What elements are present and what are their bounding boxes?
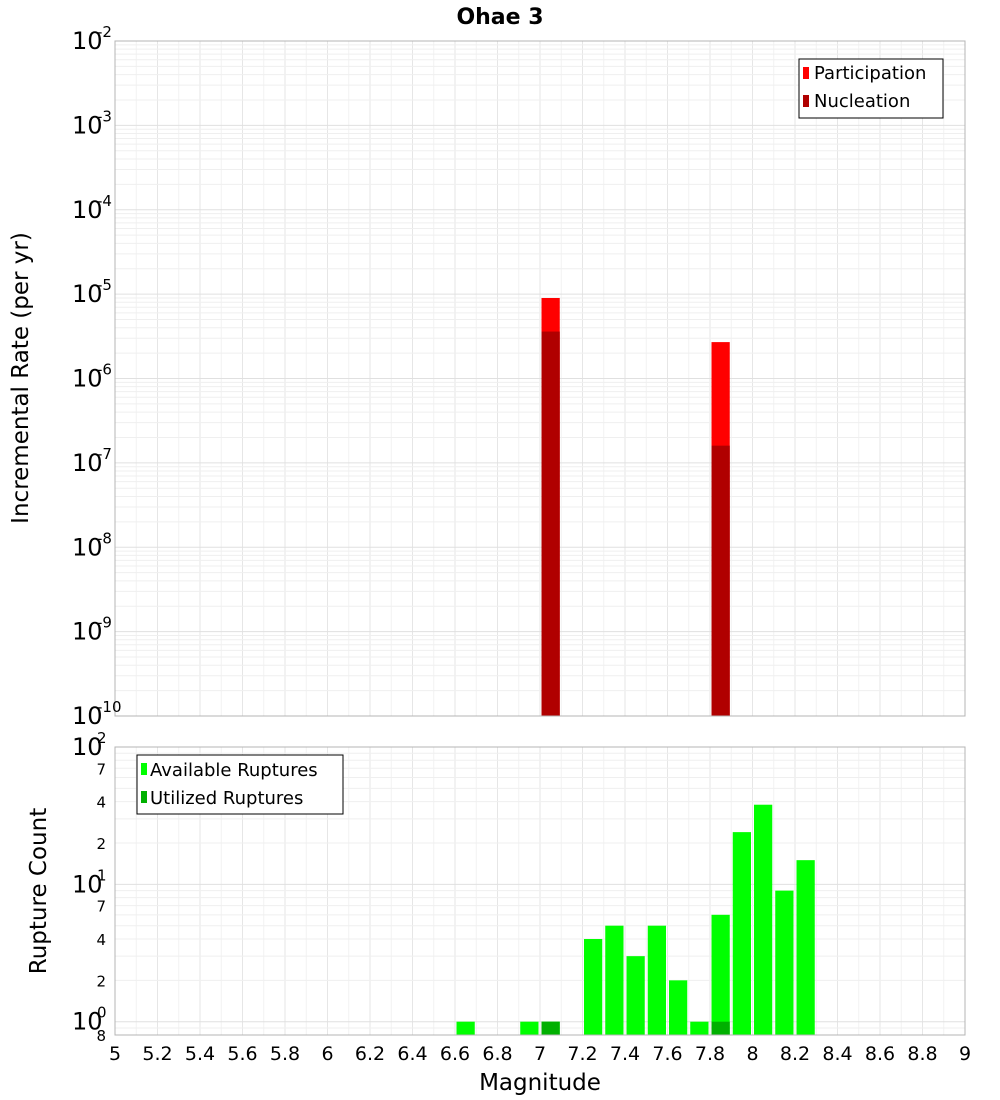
nucleation-bar bbox=[541, 331, 560, 716]
available-bar bbox=[796, 860, 815, 1035]
x-tick-label: 7.2 bbox=[567, 1043, 597, 1065]
x-tick-label: 8 bbox=[746, 1043, 758, 1065]
count-y-tick-label: 10 bbox=[72, 733, 103, 761]
count-y-tick-exponent: 2 bbox=[97, 729, 107, 747]
rate-y-tick-label: 10 bbox=[72, 618, 103, 646]
count-x-ticks: 5 5.2 5.4 5.6 5.8 6 6.2 6.4 6.6 6.8 7 7.2 7.4 7.6 7.8 8… bbox=[109, 1043, 971, 1065]
available-bar bbox=[584, 939, 603, 1035]
count-y-minor-label: 2 bbox=[96, 835, 106, 853]
rate-chart: 10-210-310-410-510-610-710-810-910-10 In… bbox=[8, 23, 966, 730]
chart-title: Ohae 3 bbox=[456, 5, 543, 30]
count-y-minor-label: 4 bbox=[96, 931, 106, 949]
rate-y-ticks: 10-210-310-410-510-610-710-810-910-10 bbox=[72, 23, 122, 730]
x-tick-label: 5 bbox=[109, 1043, 121, 1065]
count-y-minor-label: 4 bbox=[96, 794, 106, 812]
x-tick-label: 8.4 bbox=[822, 1043, 852, 1065]
count-legend-box bbox=[136, 754, 344, 815]
rate-y-tick-exponent: -10 bbox=[97, 698, 122, 716]
rate-y-tick-exponent: -9 bbox=[97, 614, 112, 632]
rate-y-tick-exponent: -7 bbox=[97, 445, 112, 463]
available-bar bbox=[520, 1021, 539, 1035]
x-tick-label: 7.4 bbox=[610, 1043, 640, 1065]
legend-participation-label: Participation bbox=[814, 63, 926, 84]
rate-y-tick-label: 10 bbox=[72, 196, 103, 224]
rate-plot-border bbox=[114, 40, 966, 717]
x-tick-label: 5.6 bbox=[227, 1043, 257, 1065]
available-bar bbox=[732, 832, 751, 1035]
available-bar bbox=[690, 1021, 709, 1035]
count-plot-border bbox=[114, 746, 966, 1036]
available-bar bbox=[775, 890, 794, 1035]
rate-y-tick-label: 10 bbox=[72, 449, 103, 477]
rate-y-tick-exponent: -5 bbox=[97, 276, 112, 294]
count-y-minor-label: 7 bbox=[96, 760, 106, 778]
available-bar bbox=[605, 925, 624, 1035]
legend-utilized-swatch bbox=[141, 791, 147, 803]
x-tick-label: 6.4 bbox=[397, 1043, 427, 1065]
count-y-minor-label: 2 bbox=[96, 972, 106, 990]
x-tick-label: 5.8 bbox=[270, 1043, 300, 1065]
x-tick-label: 7.8 bbox=[695, 1043, 725, 1065]
rate-y-tick-exponent: -3 bbox=[97, 107, 112, 125]
available-bar bbox=[647, 925, 666, 1035]
rate-y-tick-exponent: -2 bbox=[97, 23, 112, 41]
available-bar bbox=[754, 804, 773, 1035]
count-y-tick-label: 10 bbox=[72, 870, 103, 898]
count-y-minor-label: 7 bbox=[96, 898, 106, 916]
x-tick-label: 7 bbox=[534, 1043, 546, 1065]
rate-grid bbox=[114, 40, 966, 717]
rate-legend-box bbox=[798, 58, 944, 119]
count-y-minor-label: 8 bbox=[96, 1027, 106, 1045]
rate-y-tick-label: 10 bbox=[72, 365, 103, 393]
rate-y-tick-exponent: -4 bbox=[97, 192, 112, 210]
rate-bars bbox=[541, 297, 730, 716]
x-tick-label: 5.4 bbox=[185, 1043, 215, 1065]
rate-y-tick-label: 10 bbox=[72, 702, 103, 730]
x-tick-label: 8.6 bbox=[865, 1043, 895, 1065]
count-y-tick-exponent: 0 bbox=[97, 1004, 107, 1022]
x-tick-label: 6.8 bbox=[482, 1043, 512, 1065]
legend-available-label: Available Ruptures bbox=[150, 760, 318, 781]
count-y-axis-label: Rupture Count bbox=[26, 808, 52, 974]
available-bar bbox=[626, 956, 645, 1035]
x-tick-label: 8.2 bbox=[780, 1043, 810, 1065]
x-tick-label: 7.6 bbox=[652, 1043, 682, 1065]
legend-nucleation-swatch bbox=[803, 95, 809, 107]
rate-y-tick-label: 10 bbox=[72, 280, 103, 308]
utilized-bar bbox=[711, 1021, 730, 1035]
x-tick-label: 9 bbox=[959, 1043, 971, 1065]
rate-y-tick-exponent: -6 bbox=[97, 361, 112, 379]
count-legend: Available Ruptures Utilized Ruptures bbox=[136, 754, 344, 815]
x-tick-label: 5.2 bbox=[142, 1043, 172, 1065]
x-tick-label: 6.6 bbox=[440, 1043, 470, 1065]
available-bar bbox=[711, 914, 730, 1035]
count-y-tick-label: 10 bbox=[72, 1008, 103, 1036]
rate-y-tick-label: 10 bbox=[72, 111, 103, 139]
count-bars bbox=[456, 804, 815, 1035]
legend-participation-swatch bbox=[803, 67, 809, 79]
legend-available-swatch bbox=[141, 763, 147, 775]
legend-nucleation-label: Nucleation bbox=[814, 91, 910, 112]
x-tick-label: 6 bbox=[321, 1043, 333, 1065]
rate-y-tick-exponent: -8 bbox=[97, 529, 112, 547]
count-y-tick-exponent: 1 bbox=[97, 866, 107, 884]
available-bar bbox=[456, 1021, 475, 1035]
x-tick-label: 6.2 bbox=[355, 1043, 385, 1065]
nucleation-bar bbox=[711, 445, 730, 716]
available-bar bbox=[669, 980, 688, 1035]
rate-y-axis-label: Incremental Rate (per yr) bbox=[8, 232, 34, 524]
utilized-bar bbox=[541, 1021, 560, 1035]
x-axis-label: Magnitude bbox=[479, 1070, 601, 1096]
legend-utilized-label: Utilized Ruptures bbox=[150, 788, 303, 809]
rate-y-tick-label: 10 bbox=[72, 533, 103, 561]
rate-legend: Participation Nucleation bbox=[798, 58, 944, 119]
rate-y-tick-label: 10 bbox=[72, 27, 103, 55]
x-tick-label: 8.8 bbox=[907, 1043, 937, 1065]
